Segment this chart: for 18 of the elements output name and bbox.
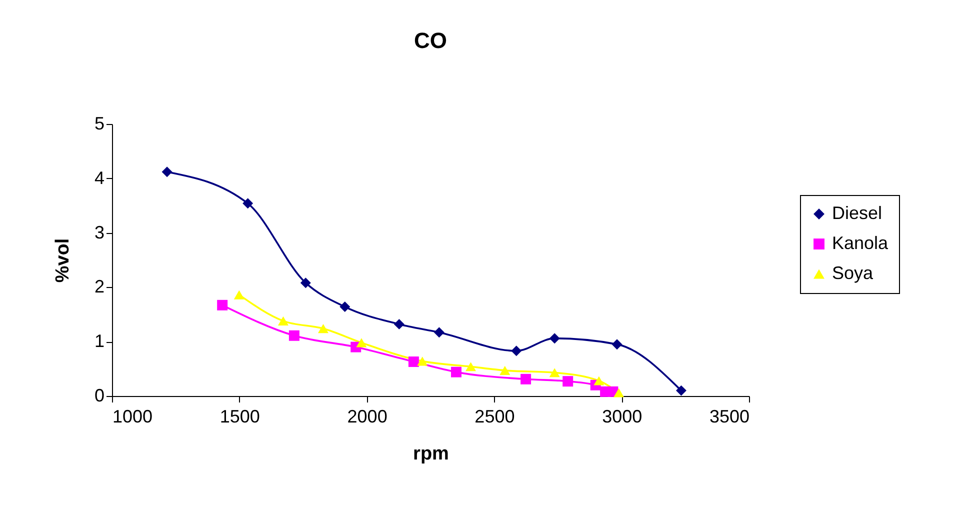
- legend-label: Kanola: [832, 233, 890, 253]
- x-tick-label: 1500: [220, 406, 260, 426]
- chart-title: CO: [414, 28, 447, 53]
- y-tick-label: 3: [94, 222, 104, 242]
- x-tick-label: 2000: [347, 406, 388, 426]
- x-tick-label: 3500: [709, 406, 750, 426]
- y-tick-label: 4: [94, 168, 104, 188]
- y-tick-label: 5: [94, 114, 104, 134]
- x-tick-label: 2500: [474, 406, 515, 426]
- legend-label: Diesel: [832, 203, 882, 223]
- x-tick-label: 1000: [112, 406, 153, 426]
- x-tick-label: 3000: [602, 406, 642, 426]
- y-tick-label: 1: [94, 331, 104, 352]
- y-tick-label: 2: [94, 276, 104, 297]
- legend-label: Soya: [832, 263, 874, 283]
- y-tick-label: 0: [94, 386, 104, 406]
- y-axis-title: %vol: [52, 238, 74, 283]
- x-axis-title: rpm: [413, 444, 449, 464]
